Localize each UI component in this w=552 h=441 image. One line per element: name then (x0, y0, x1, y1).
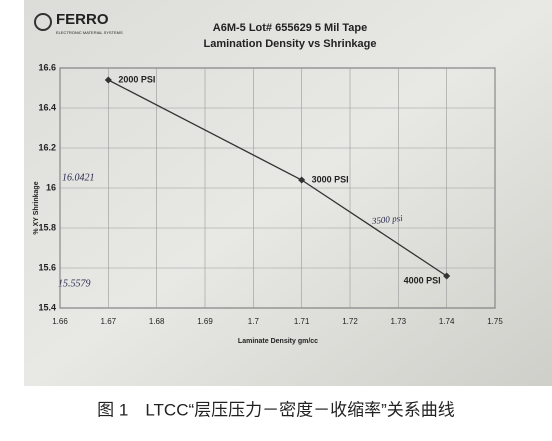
x-tick-label: 1.74 (439, 317, 455, 326)
photo-background (24, 0, 552, 386)
x-tick-label: 1.75 (487, 317, 503, 326)
x-tick-label: 1.73 (391, 317, 407, 326)
y-tick-label: 15.4 (38, 302, 56, 312)
x-axis-label: Laminate Density gm/cc (238, 338, 318, 345)
logo-subtitle: ELECTRONIC MATERIAL SYSTEMS (56, 30, 123, 35)
chart-title: A6M-5 Lot# 655629 5 Mil Tape (213, 22, 367, 34)
annotation: 16.0421 (62, 172, 95, 183)
point-label: 4000 PSI (404, 275, 441, 285)
data-point (443, 272, 451, 280)
caption: 图 1 LTCC“层压压力－密度－收缩率”关系曲线 (97, 400, 455, 419)
y-tick-label: 16 (46, 182, 56, 192)
x-tick-label: 1.69 (197, 317, 213, 326)
y-tick-label: 16.6 (38, 62, 56, 72)
data-point (298, 176, 306, 184)
chart-subtitle: Lamination Density vs Shrinkage (204, 38, 377, 50)
x-tick-label: 1.67 (101, 317, 117, 326)
y-tick-label: 16.2 (38, 142, 56, 152)
y-tick-label: 15.8 (38, 222, 56, 232)
logo: FERRO (56, 11, 109, 28)
annotation: 3500 psi (370, 213, 403, 226)
y-axis-label: % XY Shrinkage (33, 181, 40, 234)
y-tick-label: 15.6 (38, 262, 56, 272)
point-label: 3000 PSI (312, 174, 349, 184)
logo-mark (34, 13, 52, 31)
x-tick-label: 1.72 (342, 317, 358, 326)
x-tick-label: 1.71 (294, 317, 310, 326)
point-label: 2000 PSI (118, 74, 155, 84)
annotation: 15.5579 (58, 278, 91, 289)
x-tick-label: 1.7 (248, 317, 260, 326)
x-tick-label: 1.66 (52, 317, 68, 326)
data-point (104, 76, 112, 84)
x-tick-label: 1.68 (149, 317, 165, 326)
y-tick-label: 16.4 (38, 102, 56, 112)
caption-background (0, 386, 552, 436)
